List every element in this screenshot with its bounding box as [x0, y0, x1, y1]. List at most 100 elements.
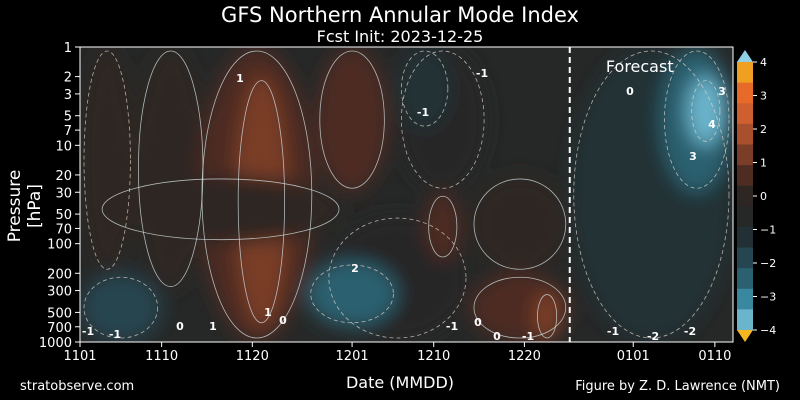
contour-17: [310, 264, 394, 324]
x-tick-label: 1210: [417, 349, 450, 364]
contour-7: [401, 50, 485, 189]
heat-region-8: [397, 47, 452, 131]
contour-label: -1: [109, 328, 121, 341]
colorbar-swatch: [737, 62, 753, 84]
contour-label: -2: [647, 330, 659, 343]
y-tick-label: 100: [47, 238, 72, 253]
y-tick-label: 20: [55, 169, 72, 184]
colorbar-swatch: [737, 288, 753, 310]
y-tick-label: 1: [64, 41, 72, 56]
colorbar-tick-label: −3: [760, 291, 776, 304]
heat-region-10: [469, 174, 570, 274]
contour-label: -1: [446, 320, 458, 333]
heat-region-9: [424, 192, 461, 261]
colorbar-swatch: [737, 247, 753, 269]
contour-15: [691, 80, 721, 142]
colorbar-tick-label: 0: [760, 190, 767, 203]
plot-frame: [79, 46, 734, 343]
y-tick-label: 70: [55, 222, 72, 237]
contour-label: 0: [474, 316, 482, 329]
heat-region-5: [98, 174, 344, 244]
contour-label: 1: [236, 72, 244, 85]
colorbar-extend-top: [737, 50, 753, 62]
contour-label: 0: [176, 320, 184, 333]
contour-9: [428, 195, 458, 258]
y-tick-label: 700: [47, 321, 72, 336]
x-axis: 1101 1110 1120 1201 1210 1220 0101 0110: [63, 342, 731, 364]
y-tick-label: 200: [47, 267, 72, 282]
contour-label: 4: [708, 118, 716, 131]
colorbar-tick-label: −1: [760, 224, 776, 237]
colorbar-swatch: [737, 123, 753, 145]
contour-6: [328, 217, 467, 339]
footer-credit: Figure by Z. D. Lawrence (NMT): [575, 379, 780, 394]
contour-label: -1: [82, 325, 94, 338]
colorbar: 4 3 2 1 0 −1 −2 −3 −4: [737, 50, 776, 342]
contour-label: 2: [351, 262, 359, 275]
y-tick-label: 5: [64, 110, 72, 125]
y-tick-label: 3: [64, 88, 72, 103]
colorbar-tick-label: −2: [760, 257, 776, 270]
y-tick-label: 500: [47, 306, 72, 321]
contour-label: 0: [493, 330, 501, 343]
x-tick-label: 0101: [617, 349, 650, 364]
contour-label: -1: [476, 67, 488, 80]
x-tick-label: 1220: [508, 349, 541, 364]
contour-2: [201, 50, 313, 339]
contour-label: -1: [607, 325, 619, 338]
colorbar-tick-label: 2: [760, 123, 767, 136]
y-tick-label: 30: [55, 186, 72, 201]
heat-region-16: [80, 273, 162, 342]
x-tick-label: 0110: [698, 349, 731, 364]
colorbar-tick-label: 3: [760, 90, 767, 103]
colorbar-tick-label: 4: [760, 56, 767, 69]
contour-13: [573, 50, 730, 339]
contour-label: -2: [684, 325, 696, 338]
x-tick-label: 1201: [336, 349, 369, 364]
x-tick-label: 1101: [63, 349, 96, 364]
contour-10: [473, 178, 567, 270]
contour-3: [237, 80, 285, 324]
heat-region-15: [687, 76, 724, 146]
x-tick-label: 1120: [236, 349, 269, 364]
chart-title: GFS Northern Annular Mode Index: [221, 3, 579, 27]
x-axis-label: Date (MMDD): [345, 373, 455, 392]
contour-12: [537, 294, 558, 339]
contour-label: 3: [718, 85, 726, 98]
contour-lines: [83, 50, 730, 339]
colorbar-swatch: [737, 165, 753, 187]
contour-8: [401, 50, 449, 127]
colorbar-swatch: [737, 206, 753, 228]
contour-label: 1: [264, 306, 272, 319]
forecast-label: Forecast: [606, 57, 674, 76]
footer-site: stratobserve.com: [20, 379, 135, 394]
colorbar-tick-label: 1: [760, 157, 767, 170]
contour-11: [473, 276, 567, 339]
contour-4: [319, 50, 385, 189]
colorbar-swatch: [737, 103, 753, 125]
colorbar-extend-bottom: [737, 330, 753, 342]
y-tick-label: 7: [64, 124, 72, 139]
contour-14: [664, 50, 730, 189]
contour-16: [83, 276, 159, 339]
colorbar-swatch: [737, 82, 753, 104]
contour-label: 3: [689, 150, 697, 163]
y-tick-label: 50: [55, 208, 72, 223]
colorbar-tick-label: −4: [760, 324, 776, 337]
heat-region-1: [134, 47, 207, 291]
colorbar-swatch: [737, 144, 753, 166]
heat-region-17: [306, 260, 398, 327]
y-tick-label: 1000: [39, 336, 72, 351]
y-tick-label: 300: [47, 285, 72, 300]
colorbar-swatch: [737, 226, 753, 249]
contour-label: -1: [522, 330, 534, 343]
x-tick-label: 1110: [145, 349, 178, 364]
heatmap-field: [80, 47, 733, 342]
contour-5: [101, 178, 340, 241]
contour-label: -1: [417, 106, 429, 119]
chart-subtitle: Fcst Init: 2023-12-25: [316, 27, 484, 46]
contour-label: 0: [626, 85, 634, 98]
